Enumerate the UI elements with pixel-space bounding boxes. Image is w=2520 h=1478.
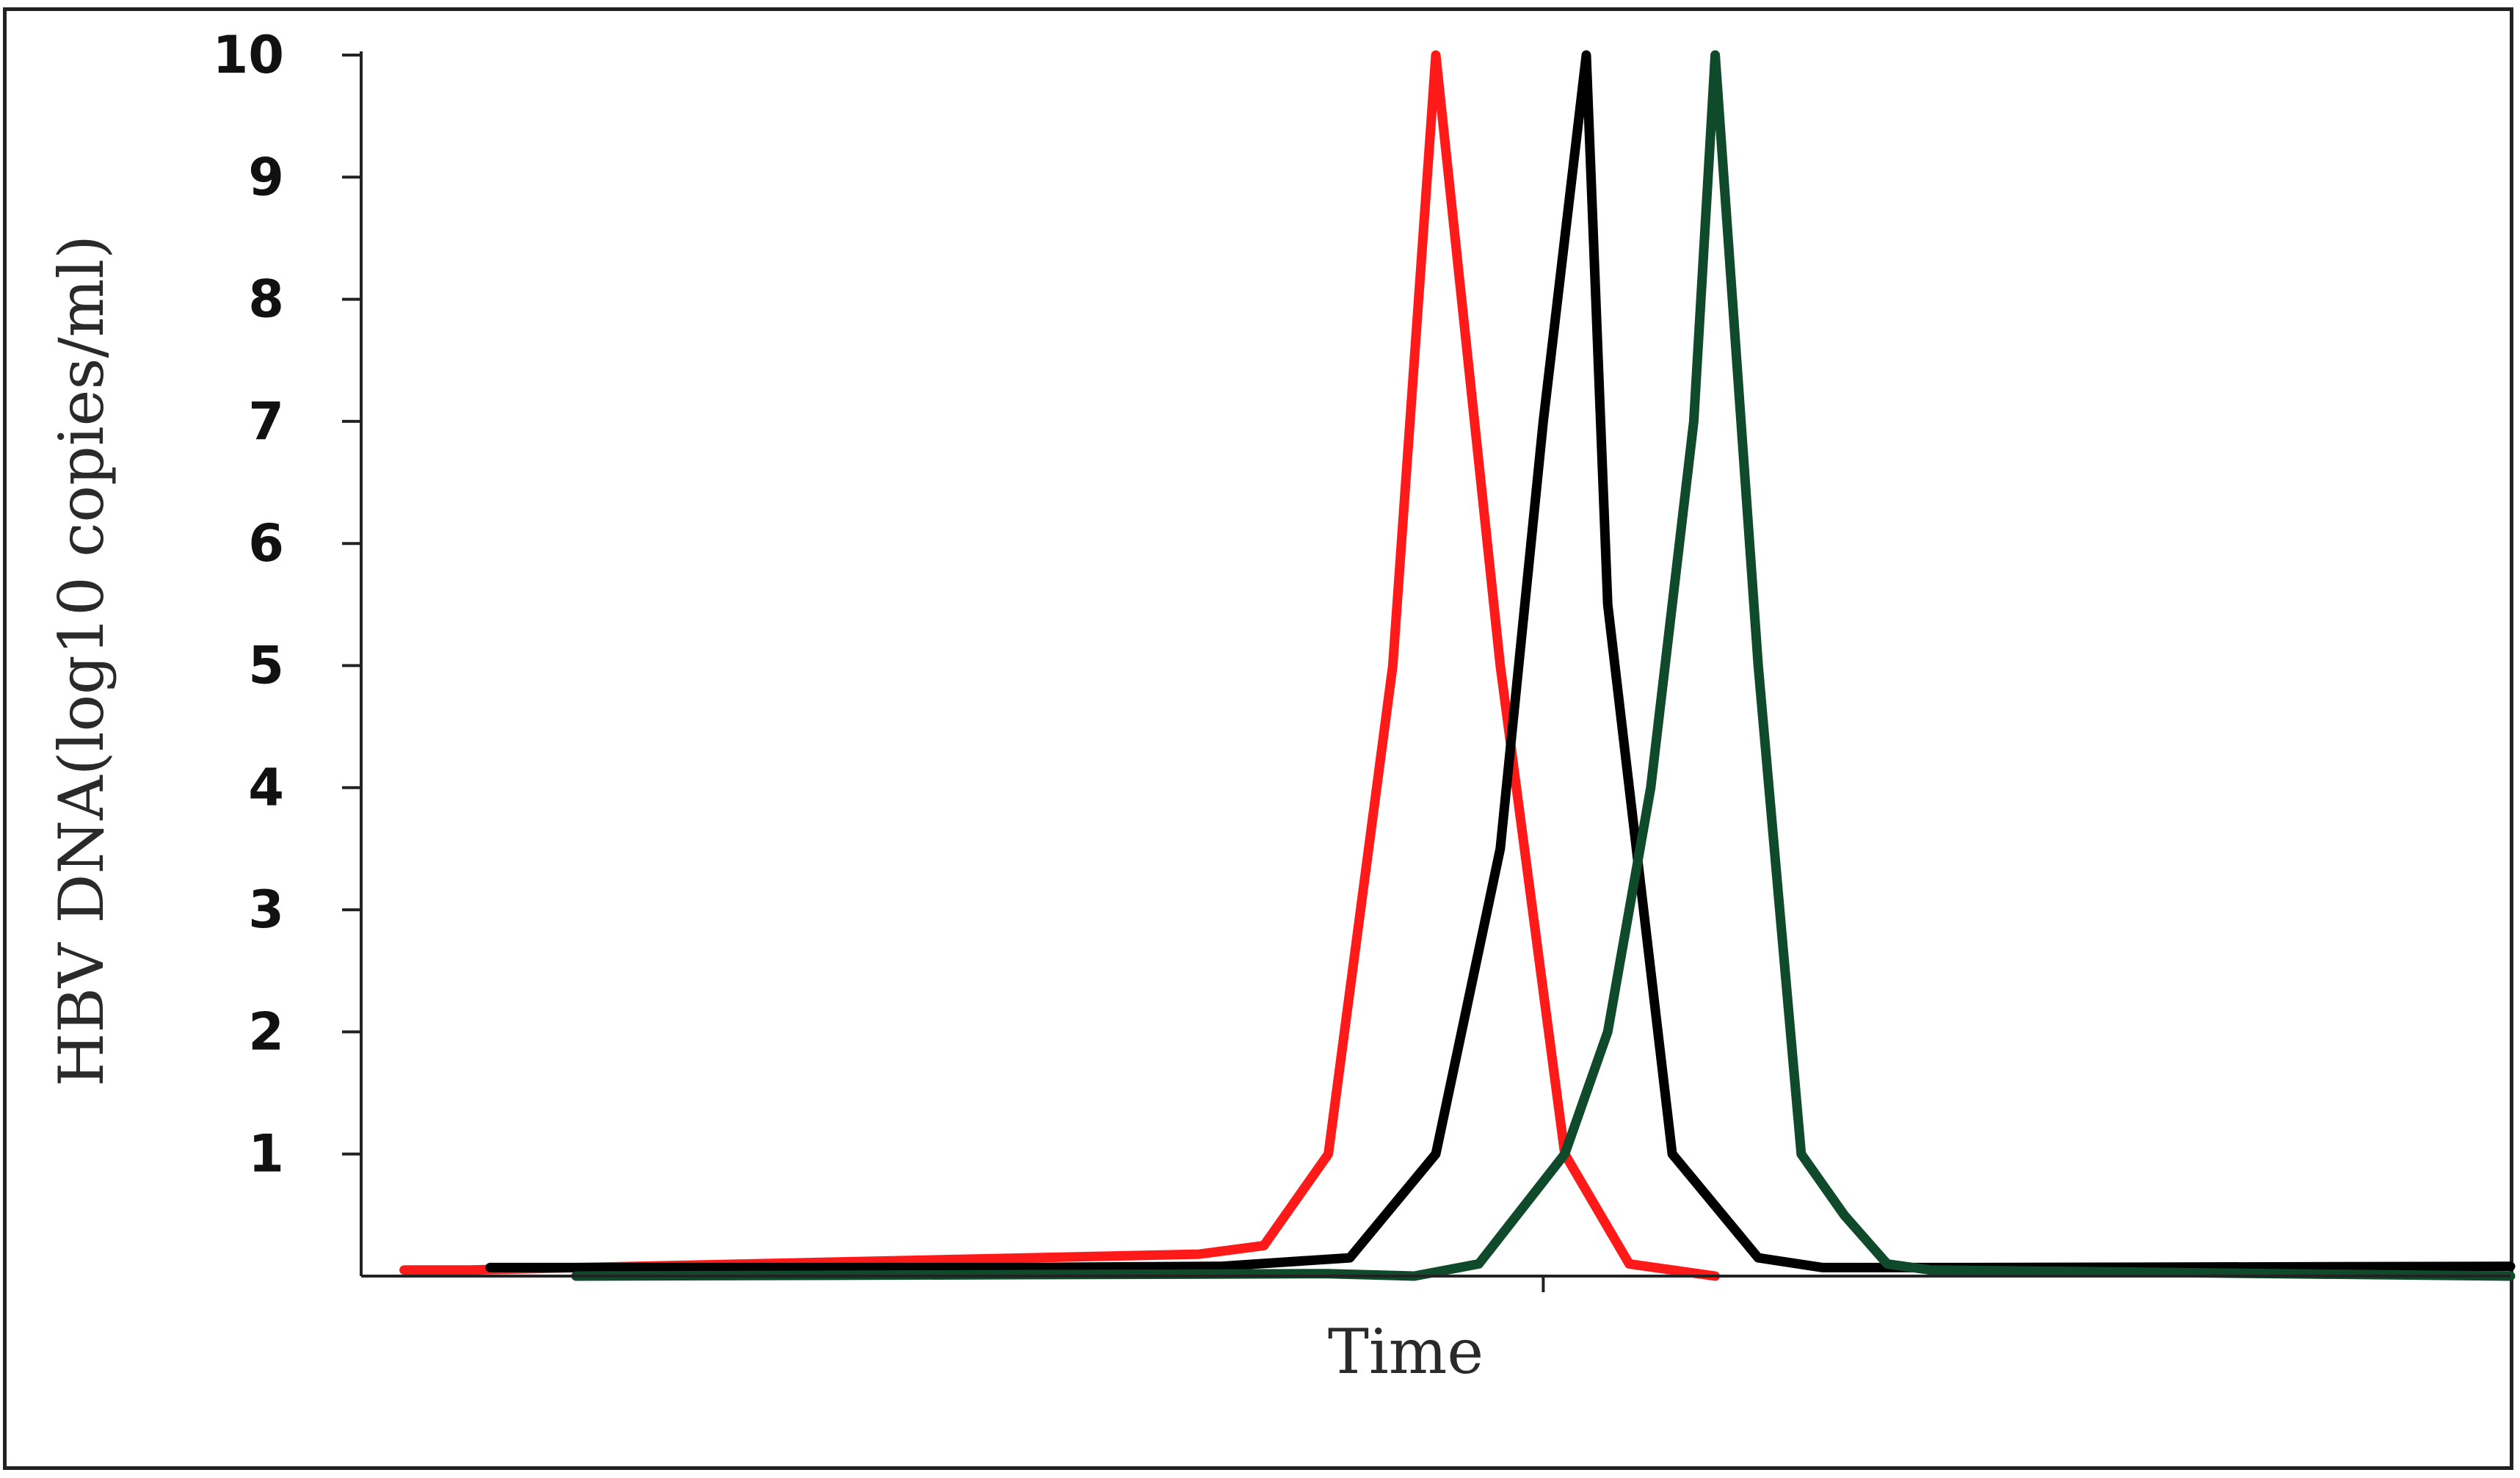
series-line-1 bbox=[399, 50, 1721, 1281]
series-line-2 bbox=[485, 50, 2516, 1272]
axes bbox=[360, 51, 2510, 1278]
y-tick-label: 5 bbox=[248, 636, 284, 696]
y-ticks: 1 2 3 4 5 6 7 8 9 10 bbox=[213, 25, 361, 1184]
y-tick-label: 9 bbox=[248, 147, 284, 207]
y-tick-label: 6 bbox=[248, 513, 284, 573]
y-tick-label: 2 bbox=[248, 1001, 284, 1062]
y-axis-label: HBV DNA(log10 copies/ml) bbox=[46, 235, 117, 1087]
y-tick-label: 1 bbox=[248, 1124, 284, 1184]
y-tick-label: 8 bbox=[248, 269, 284, 330]
series-layer bbox=[399, 50, 2516, 1281]
y-tick-label: 10 bbox=[213, 25, 284, 85]
y-tick-label: 4 bbox=[248, 758, 284, 818]
chart-frame bbox=[3, 7, 2513, 1470]
series-line-3 bbox=[571, 50, 2516, 1281]
y-tick-label: 7 bbox=[248, 391, 284, 452]
x-axis-label: Time bbox=[1328, 1316, 1484, 1388]
y-tick-label: 3 bbox=[248, 880, 284, 940]
